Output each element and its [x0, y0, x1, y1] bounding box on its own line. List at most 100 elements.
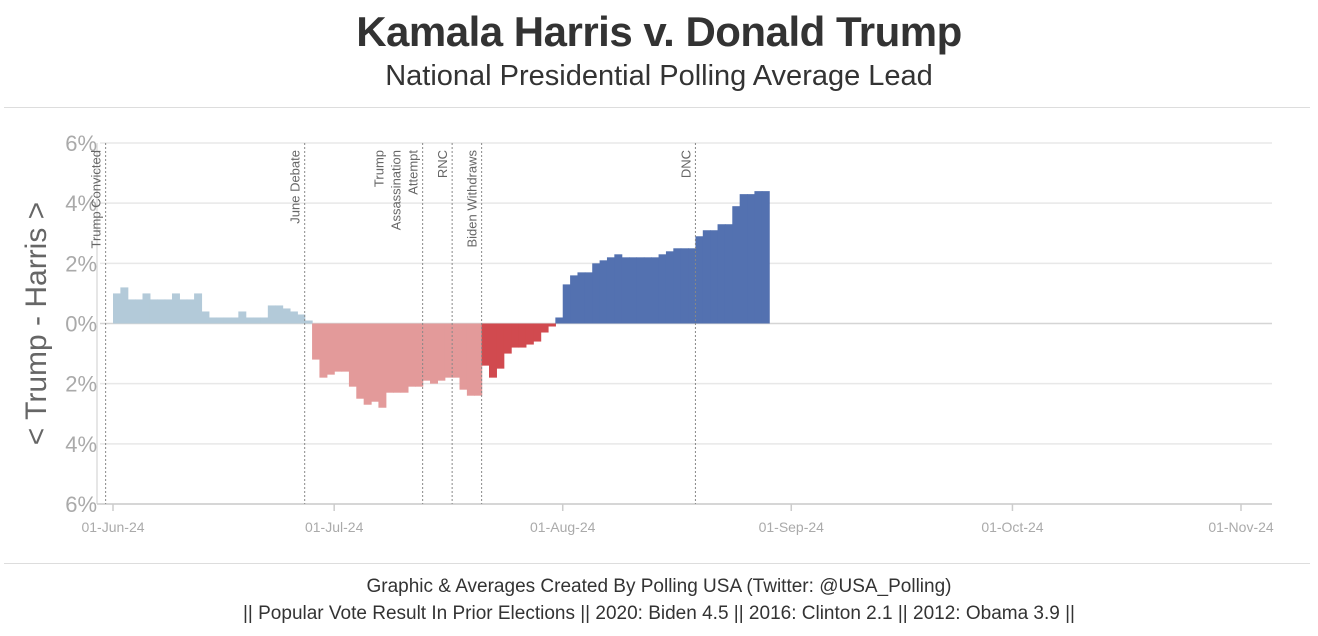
poll-lead-bar — [238, 311, 247, 324]
footer-divider — [4, 563, 1310, 564]
poll-lead-bar — [643, 257, 652, 324]
poll-lead-bar — [245, 317, 254, 324]
poll-lead-bar — [474, 323, 483, 396]
poll-lead-bar — [754, 191, 763, 324]
poll-lead-bar — [747, 194, 756, 324]
poll-lead-bar — [555, 317, 564, 324]
poll-lead-bar — [289, 311, 298, 324]
credit-line: Graphic & Averages Created By Polling US… — [366, 576, 952, 597]
poll-lead-bar — [710, 230, 719, 324]
poll-lead-bar — [186, 299, 195, 324]
poll-lead-bar — [658, 254, 667, 324]
y-tick-label: 6% — [65, 131, 97, 156]
poll-lead-bar — [363, 323, 372, 405]
x-tick-label: 01-Aug-24 — [530, 519, 596, 535]
poll-lead-bar — [761, 191, 770, 324]
y-tick-label: 4% — [65, 191, 97, 216]
poll-lead-bar — [673, 248, 682, 324]
poll-lead-bar — [717, 224, 726, 324]
poll-lead-bar — [157, 299, 166, 324]
poll-lead-bar — [732, 206, 741, 324]
event-label: Assassination — [389, 150, 404, 230]
poll-lead-bar — [319, 323, 328, 378]
polling-lead-chart: 6% 4% 2% 0% 2% 4% 6% < Trump - Harris > 01-Jun-2… — [20, 131, 1274, 535]
poll-lead-bar — [208, 317, 217, 324]
poll-lead-bar — [636, 257, 645, 324]
poll-lead-bar — [606, 257, 615, 324]
poll-lead-bar — [518, 323, 527, 348]
chart-subtitle: National Presidential Polling Average Le… — [385, 60, 933, 92]
poll-lead-bar — [393, 323, 402, 393]
poll-lead-bar — [216, 317, 225, 324]
poll-lead-bar — [562, 284, 571, 324]
poll-lead-bar — [400, 323, 409, 393]
poll-lead-bar — [614, 254, 623, 324]
y-tick-label: 2% — [65, 251, 97, 276]
poll-lead-bar — [547, 323, 556, 327]
poll-lead-bar — [223, 317, 232, 324]
event-label: June Debate — [288, 150, 303, 224]
poll-lead-bar — [304, 320, 313, 324]
poll-lead-bar — [142, 293, 151, 324]
poll-lead-bar — [599, 260, 608, 324]
poll-lead-bar — [680, 248, 689, 324]
y-tick-label: 4% — [65, 432, 97, 457]
poll-lead-bar — [466, 323, 475, 396]
x-tick-label: 01-Nov-24 — [1208, 519, 1274, 535]
poll-lead-bar — [348, 323, 357, 387]
event-label: RNC — [435, 150, 450, 178]
poll-lead-bar — [326, 323, 335, 375]
poll-lead-bar — [164, 299, 173, 324]
poll-lead-bar — [702, 230, 711, 324]
header-divider — [4, 107, 1310, 108]
poll-lead-bar — [503, 323, 512, 354]
poll-lead-bar — [422, 323, 431, 381]
poll-lead-bar — [312, 323, 321, 360]
poll-lead-bar — [385, 323, 394, 393]
event-label: DNC — [678, 150, 693, 178]
poll-lead-bar — [371, 323, 380, 402]
poll-lead-bar — [415, 323, 424, 387]
poll-lead-bar — [592, 263, 601, 324]
poll-lead-bar — [540, 323, 549, 333]
poll-lead-bar — [651, 257, 660, 324]
y-tick-label: 6% — [65, 492, 97, 517]
prior-results-line: || Popular Vote Result In Prior Election… — [242, 603, 1075, 624]
poll-lead-bar — [120, 287, 129, 324]
event-label: Trump Convicted — [89, 150, 104, 249]
poll-lead-bar — [584, 272, 593, 324]
poll-lead-bar — [171, 293, 180, 324]
poll-lead-bar — [496, 323, 505, 369]
poll-lead-bar — [407, 323, 416, 387]
event-label: Biden Withdraws — [465, 150, 480, 248]
poll-lead-bar — [570, 275, 579, 324]
chart-title: Kamala Harris v. Donald Trump — [356, 8, 962, 55]
poll-lead-bar — [695, 236, 704, 324]
poll-lead-bar — [194, 293, 203, 324]
poll-lead-bar — [481, 323, 490, 366]
poll-lead-bar — [341, 323, 350, 372]
poll-lead-bar — [452, 323, 461, 378]
poll-lead-bar — [275, 305, 284, 324]
poll-lead-bar — [297, 314, 306, 324]
poll-lead-bar — [459, 323, 468, 390]
poll-lead-bar — [444, 323, 453, 378]
x-tick-label: 01-Oct-24 — [981, 519, 1043, 535]
y-axis-title: < Trump - Harris > — [20, 202, 53, 445]
poll-lead-bar — [282, 308, 291, 324]
poll-lead-bar — [127, 299, 136, 324]
poll-lead-bar — [533, 323, 542, 342]
poll-lead-bar — [430, 323, 438, 384]
poll-lead-bar — [629, 257, 638, 324]
poll-lead-bar — [688, 248, 697, 324]
x-tick-label: 01-Jun-24 — [81, 519, 144, 535]
poll-lead-bar — [489, 323, 497, 378]
poll-lead-bar — [525, 323, 534, 345]
poll-lead-bar — [378, 323, 387, 408]
y-tick-label: 0% — [65, 312, 97, 337]
event-label: Attempt — [406, 150, 421, 195]
poll-lead-bar — [201, 311, 210, 324]
poll-lead-bar — [437, 323, 446, 381]
poll-lead-bar — [179, 299, 188, 324]
x-tick-label: 01-Sep-24 — [759, 519, 825, 535]
